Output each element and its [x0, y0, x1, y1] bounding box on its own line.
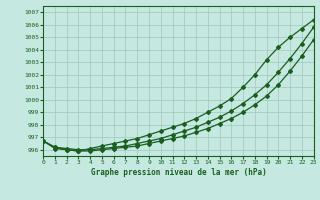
X-axis label: Graphe pression niveau de la mer (hPa): Graphe pression niveau de la mer (hPa) — [91, 168, 266, 177]
